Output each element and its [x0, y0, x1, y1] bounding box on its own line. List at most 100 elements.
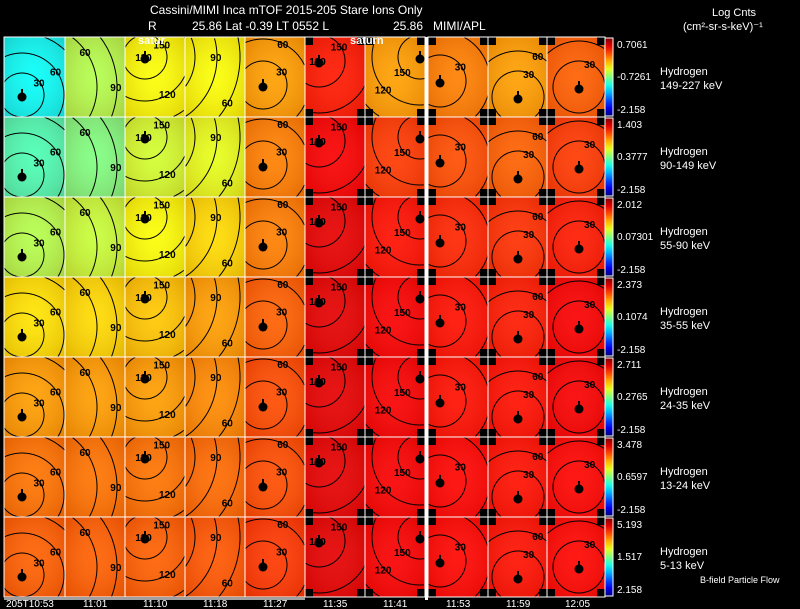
fov-corner-mask	[480, 437, 488, 445]
saturn-marker-icon	[262, 159, 264, 164]
fov-corner-mask	[597, 429, 605, 437]
fov-corner-mask	[539, 429, 547, 437]
saturn-marker-icon	[314, 218, 324, 228]
fov-corner-mask	[428, 117, 436, 125]
energy-range-label: 13-24 keV	[660, 480, 711, 492]
fov-corner-mask	[417, 589, 425, 597]
saturn-marker-icon	[419, 131, 421, 136]
image-panel: 180150120	[125, 117, 185, 197]
contour-label: 90	[210, 373, 222, 384]
image-panel: 180150	[305, 517, 365, 597]
image-panel: 90 60	[185, 277, 245, 357]
saturn-marker-icon	[415, 454, 425, 464]
contour-line	[547, 40, 605, 54]
contour-label: 120	[375, 405, 392, 416]
contour-line	[371, 357, 424, 426]
panel-shading	[365, 277, 425, 357]
contour-label: 150	[153, 201, 170, 212]
fov-corner-mask	[417, 277, 425, 285]
colorbar	[604, 117, 614, 197]
saturn-marker-icon	[578, 241, 580, 246]
image-panel: 90 60	[185, 437, 245, 517]
fov-corner-mask	[539, 517, 547, 525]
contour-line	[245, 60, 288, 110]
fov-corner-mask	[365, 429, 373, 437]
image-panel: 180150	[305, 37, 365, 117]
panel-shading	[547, 197, 605, 277]
contour-line	[173, 509, 185, 517]
saturn-marker-icon	[144, 531, 146, 536]
contour-line	[99, 357, 118, 437]
contour-label: 90	[110, 83, 122, 94]
panel-shading	[488, 437, 547, 517]
saturn-marker-icon	[517, 411, 519, 416]
fov-corner-mask	[480, 269, 488, 277]
contour-label: 120	[375, 165, 392, 176]
contour-label: 60	[532, 212, 544, 223]
contour-label: 60	[277, 360, 289, 371]
fov-corner-mask	[597, 437, 605, 445]
fov-corner-mask	[357, 517, 365, 525]
panel-shading	[245, 277, 305, 357]
image-panel: 30 60	[488, 197, 547, 277]
saturn-marker-icon	[144, 291, 146, 296]
fov-corner-mask	[357, 509, 365, 517]
contour-label: 90	[210, 213, 222, 224]
fov-corner-mask	[488, 589, 496, 597]
fov-corner-mask	[357, 269, 365, 277]
fov-corner-mask	[428, 269, 436, 277]
contour-line	[428, 54, 467, 108]
fov-corner-mask	[365, 357, 373, 365]
fov-corner-mask	[480, 589, 488, 597]
saturn-marker-icon	[578, 321, 580, 326]
saturn-marker-icon	[17, 572, 27, 582]
saturn-marker-icon	[517, 91, 519, 96]
saturn-marker-icon	[415, 214, 425, 224]
contour-line	[4, 72, 45, 117]
colorbar-min-label: -2.158	[617, 345, 646, 356]
energy-range-label: 149-227 keV	[660, 80, 723, 92]
contour-label: 30	[523, 390, 535, 401]
contour-line	[185, 37, 196, 87]
contour-line	[491, 390, 545, 437]
saturn-marker-icon	[574, 324, 584, 334]
contour-line	[488, 370, 547, 383]
fov-corner-mask	[305, 37, 313, 45]
sequence-divider	[425, 37, 428, 600]
image-panel: 30 60	[245, 37, 305, 117]
contour-line	[44, 357, 65, 371]
contour-label: 150	[331, 282, 348, 293]
image-panel: 30 60	[488, 357, 547, 437]
fov-corner-mask	[305, 509, 313, 517]
saturn-marker-icon	[439, 75, 441, 80]
time-tick-label: 11:41	[383, 599, 408, 609]
colorbar-max-label: 2.012	[617, 200, 642, 211]
contour-line	[371, 517, 424, 586]
panel-shading	[428, 37, 488, 117]
contour-label: 30	[523, 470, 535, 481]
panel-shading	[547, 437, 605, 517]
contour-label: 30	[34, 479, 46, 490]
contour-line	[488, 290, 547, 303]
contour-label: 120	[375, 245, 392, 256]
image-panel: 30	[428, 437, 488, 517]
contour-line	[218, 357, 241, 437]
fov-corner-mask	[365, 109, 373, 117]
contour-line	[305, 485, 365, 514]
panel-shading	[365, 517, 425, 597]
saturn-marker-icon	[258, 162, 268, 172]
fov-corner-mask	[428, 189, 436, 197]
image-panel: 30 60	[4, 357, 65, 437]
saturn-marker-icon	[517, 251, 519, 256]
panel-shading	[245, 117, 305, 197]
fov-corner-mask	[480, 197, 488, 205]
contour-line	[463, 517, 488, 597]
contour-label: 120	[159, 490, 176, 501]
contour-line	[488, 50, 547, 63]
image-panel: 30	[547, 117, 605, 197]
contour-line	[463, 357, 488, 437]
contour-label: 150	[394, 548, 411, 559]
contour-label: 90	[110, 563, 122, 574]
contour-line	[547, 200, 605, 214]
contour-line	[552, 540, 605, 594]
